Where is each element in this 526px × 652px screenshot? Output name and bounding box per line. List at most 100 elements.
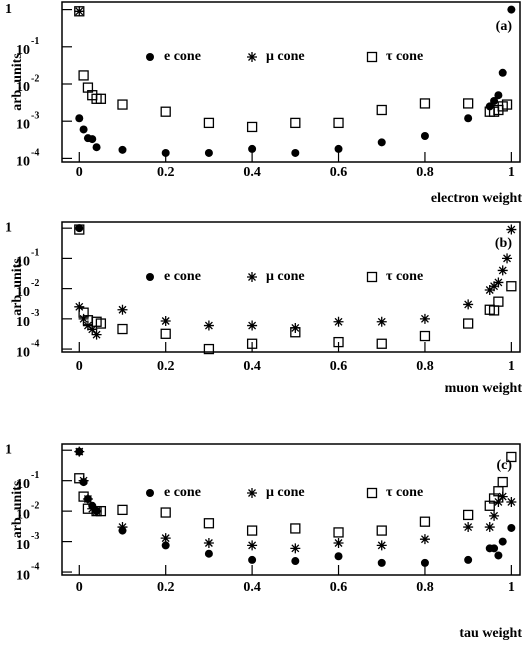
marker-asterisk [497,491,508,502]
y-tick-label: 10 [16,477,30,492]
marker-square [463,98,474,109]
x-tick-label: 0.6 [330,359,348,374]
marker-square [290,523,301,534]
y-tick-label: 10 [16,568,30,583]
marker-square [117,99,128,110]
y-tick-exponent: -1 [31,248,39,259]
legend-label: μ cone [266,49,305,64]
marker-asterisk [419,313,430,324]
y-tick-exponent: -4 [31,148,39,159]
y-tick-label: 1 [5,220,12,235]
marker-asterisk [333,316,344,327]
marker-asterisk [160,315,171,326]
marker-square [290,117,301,129]
marker-asterisk [247,540,258,551]
marker-circle [161,148,170,157]
marker-circle [161,541,170,550]
x-tick-label: 1 [508,165,515,180]
marker-square [246,121,258,133]
plot-frame [61,221,521,353]
y-tick-label: 10 [16,315,30,330]
marker-asterisk [506,224,517,235]
marker-asterisk [489,510,500,521]
marker-square [463,318,474,329]
marker-circle [464,114,473,123]
marker-square [95,505,107,517]
marker-asterisk [463,299,474,310]
legend-label: τ cone [386,269,423,284]
legend-label: e cone [164,49,201,64]
marker-asterisk [484,285,495,296]
x-tick-label: 0 [76,580,83,595]
marker-square [333,336,344,348]
y-tick-exponent: -1 [31,470,39,481]
legend-label: μ cone [266,269,305,284]
y-tick-exponent: -2 [31,73,39,84]
marker-circle [334,552,343,561]
legend-label: τ cone [386,485,423,500]
marker-square [95,93,107,104]
y-tick-label: 10 [16,285,30,300]
marker-asterisk [247,320,258,331]
y-tick-label: 10 [16,43,30,58]
marker-circle [507,523,516,532]
y-tick-exponent: -2 [31,278,39,289]
x-tick-label: 0 [76,359,83,374]
marker-square [419,516,431,527]
marker-square [160,507,171,518]
marker-circle [490,96,499,105]
marker-asterisk [203,537,214,548]
marker-square [246,525,258,536]
y-tick-exponent: -2 [31,500,39,511]
y-tick-exponent: -4 [31,338,39,349]
x-tick-label: 0.8 [416,359,434,374]
y-tick-label: 10 [16,155,30,170]
x-tick-label: 1 [508,359,515,374]
marker-asterisk [290,543,301,554]
y-tick-exponent: -3 [31,110,39,121]
marker-circle [92,143,101,152]
marker-asterisk [117,304,128,315]
marker-square [376,104,387,116]
y-tick-label: 10 [16,117,30,132]
marker-circle [494,91,503,100]
y-tick-label: 1 [5,2,12,17]
legend-label: μ cone [266,485,305,500]
x-tick-label: 0.4 [243,580,261,595]
marker-asterisk [489,281,500,292]
y-tick-exponent: -4 [31,561,39,572]
x-tick-label: 1 [508,580,515,595]
marker-asterisk [376,540,387,551]
marker-asterisk [87,324,98,335]
marker-asterisk [333,537,344,548]
marker-asterisk [376,316,387,327]
marker-circle [507,5,516,14]
x-tick-label: 0.4 [243,359,261,374]
x-tick-label: 0 [76,165,83,180]
marker-square [506,281,517,292]
marker-asterisk [91,329,102,340]
marker-square [501,99,513,110]
marker-asterisk [506,496,517,507]
marker-square [117,323,128,335]
marker-square [246,338,258,349]
plot-frame [61,1,521,163]
marker-circle [485,102,494,111]
marker-asterisk [82,320,93,331]
marker-circle [420,131,429,140]
marker-square [493,296,504,307]
marker-circle [75,114,84,123]
legend-label: e cone [164,269,201,284]
marker-circle [291,148,300,157]
marker-square [506,451,517,463]
x-axis-label: electron weight [431,191,522,206]
marker-circle [377,138,386,147]
marker-square [366,51,378,63]
marker-circle [75,224,84,233]
marker-circle [146,53,154,61]
marker-circle [334,144,343,153]
marker-square [74,473,85,484]
x-tick-label: 0.2 [157,165,175,180]
marker-asterisk [117,522,128,533]
